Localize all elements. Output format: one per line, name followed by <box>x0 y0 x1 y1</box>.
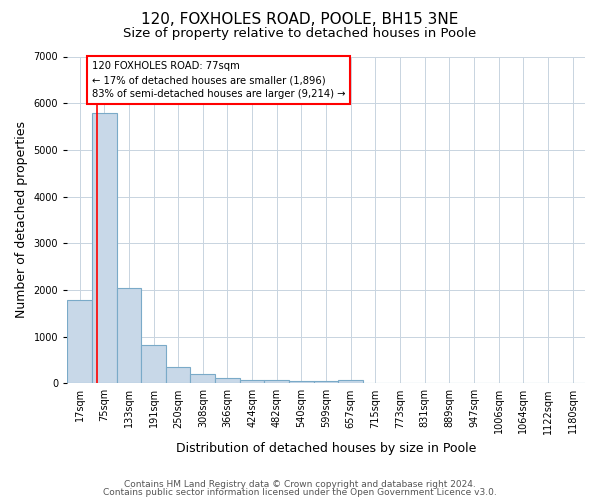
Bar <box>166 368 190 384</box>
Text: 120, FOXHOLES ROAD, POOLE, BH15 3NE: 120, FOXHOLES ROAD, POOLE, BH15 3NE <box>142 12 458 28</box>
X-axis label: Distribution of detached houses by size in Poole: Distribution of detached houses by size … <box>176 442 476 455</box>
Bar <box>67 300 92 384</box>
Bar <box>215 378 240 384</box>
Text: Contains HM Land Registry data © Crown copyright and database right 2024.: Contains HM Land Registry data © Crown c… <box>124 480 476 489</box>
Bar <box>265 380 289 384</box>
Bar <box>190 374 215 384</box>
Bar <box>338 380 363 384</box>
Bar <box>240 380 265 384</box>
Y-axis label: Number of detached properties: Number of detached properties <box>15 122 28 318</box>
Text: Contains public sector information licensed under the Open Government Licence v3: Contains public sector information licen… <box>103 488 497 497</box>
Text: Size of property relative to detached houses in Poole: Size of property relative to detached ho… <box>124 28 476 40</box>
Text: 120 FOXHOLES ROAD: 77sqm
← 17% of detached houses are smaller (1,896)
83% of sem: 120 FOXHOLES ROAD: 77sqm ← 17% of detach… <box>92 61 346 99</box>
Bar <box>289 380 314 384</box>
Bar <box>116 288 141 384</box>
Bar <box>92 112 116 384</box>
Bar <box>141 345 166 384</box>
Bar <box>314 381 338 384</box>
